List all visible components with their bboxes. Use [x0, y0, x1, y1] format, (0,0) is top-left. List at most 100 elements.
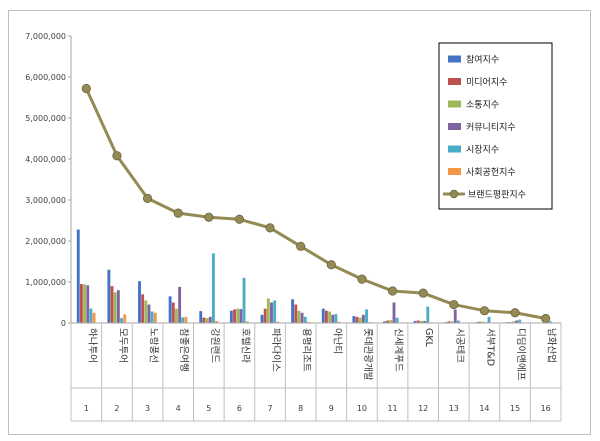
bar	[423, 320, 427, 323]
bar	[171, 302, 175, 323]
bar	[236, 308, 240, 323]
bar	[266, 298, 270, 323]
category-label: 강원랜드	[209, 328, 220, 363]
legend-label: 시장지수	[466, 145, 499, 156]
line-point	[510, 308, 520, 318]
bar	[352, 316, 356, 323]
category-label: 남화산업	[546, 328, 558, 363]
bar	[478, 321, 481, 323]
category-label: 용평리조트	[301, 328, 312, 372]
bar	[395, 317, 399, 323]
bar	[515, 320, 518, 323]
bar	[229, 310, 233, 323]
bar	[116, 290, 120, 323]
bar	[328, 311, 332, 323]
bar	[199, 311, 203, 323]
bar	[202, 317, 206, 323]
y-tick-label: 5,000,000	[25, 114, 66, 123]
chart-frame: 0 1,000,000 2,000,000 3,000,000 4,000,000 5,0…	[8, 10, 591, 435]
category-number: 7	[268, 404, 273, 413]
bar	[153, 312, 157, 323]
legend-swatch	[448, 78, 461, 85]
category-label: 하나투어	[86, 328, 98, 363]
bar	[113, 292, 117, 323]
category-label: 참좋은여행	[178, 328, 190, 372]
bar	[270, 302, 273, 323]
category-number: 8	[298, 404, 303, 413]
bar	[181, 317, 185, 323]
legend-line-marker	[449, 189, 459, 199]
bar	[324, 310, 328, 323]
line-point	[296, 241, 306, 251]
category-number: 5	[206, 404, 211, 413]
bar	[386, 320, 390, 323]
category-number: 12	[418, 404, 428, 413]
category-label: 아난티	[331, 328, 342, 354]
bar	[456, 320, 460, 323]
bar	[447, 321, 451, 323]
category-label: 신세계푸드	[393, 328, 405, 372]
bar	[150, 311, 154, 323]
legend-label: 브랜드평판지수	[468, 190, 526, 201]
bar	[83, 284, 87, 323]
bar	[548, 321, 552, 323]
category-label: 디딤이앤에프	[515, 328, 526, 381]
category-label: 노랑풍선	[148, 328, 160, 363]
category-number: 11	[387, 404, 397, 413]
bar	[123, 314, 127, 323]
line-point	[357, 274, 367, 284]
category-number: 2	[114, 404, 119, 413]
bar	[89, 308, 93, 323]
line-point	[112, 151, 122, 161]
category-number: 14	[479, 404, 489, 413]
bar	[276, 321, 280, 323]
category-number: 9	[329, 404, 334, 413]
bar	[120, 318, 123, 323]
bar	[184, 316, 188, 323]
bar	[358, 317, 362, 323]
bar	[76, 229, 80, 323]
bar	[297, 310, 301, 323]
bar	[420, 320, 423, 323]
line-point	[173, 208, 183, 218]
bar	[92, 312, 96, 323]
bar	[303, 316, 307, 323]
y-tick-label: 3,000,000	[25, 196, 66, 205]
category-number: 13	[449, 404, 459, 413]
legend-swatch	[448, 55, 461, 63]
bar	[86, 285, 90, 323]
category-number: 3	[145, 404, 150, 413]
bar	[141, 294, 145, 323]
bar	[175, 308, 178, 323]
bar	[518, 319, 522, 323]
legend-swatch	[448, 100, 461, 108]
legend-swatch	[448, 145, 461, 153]
bar	[294, 304, 298, 323]
legend-label: 커뮤니티지수	[466, 122, 516, 133]
bar	[355, 316, 359, 323]
bar	[245, 321, 249, 323]
bar	[107, 269, 111, 323]
bar	[260, 314, 264, 323]
bar	[413, 320, 417, 323]
legend-swatch	[448, 123, 461, 130]
bar-layer	[76, 229, 555, 323]
bar	[487, 316, 491, 323]
axis-layer: 0 1,000,000 2,000,000 3,000,000 4,000,000 5,0…	[25, 32, 562, 422]
line-point	[418, 288, 428, 298]
category-label: 모두투어	[117, 328, 128, 363]
y-tick-label: 4,000,000	[25, 155, 66, 164]
y-tick-label: 2,000,000	[25, 237, 66, 246]
bar	[79, 284, 83, 323]
category-number: 10	[357, 404, 367, 413]
bar	[233, 309, 236, 323]
bar	[331, 314, 335, 323]
bar	[263, 308, 267, 323]
bar	[450, 321, 454, 323]
bar	[215, 320, 219, 323]
category-number: 15	[510, 404, 520, 413]
category-number: 6	[237, 404, 242, 413]
line-point	[204, 212, 214, 222]
bar	[211, 253, 215, 323]
